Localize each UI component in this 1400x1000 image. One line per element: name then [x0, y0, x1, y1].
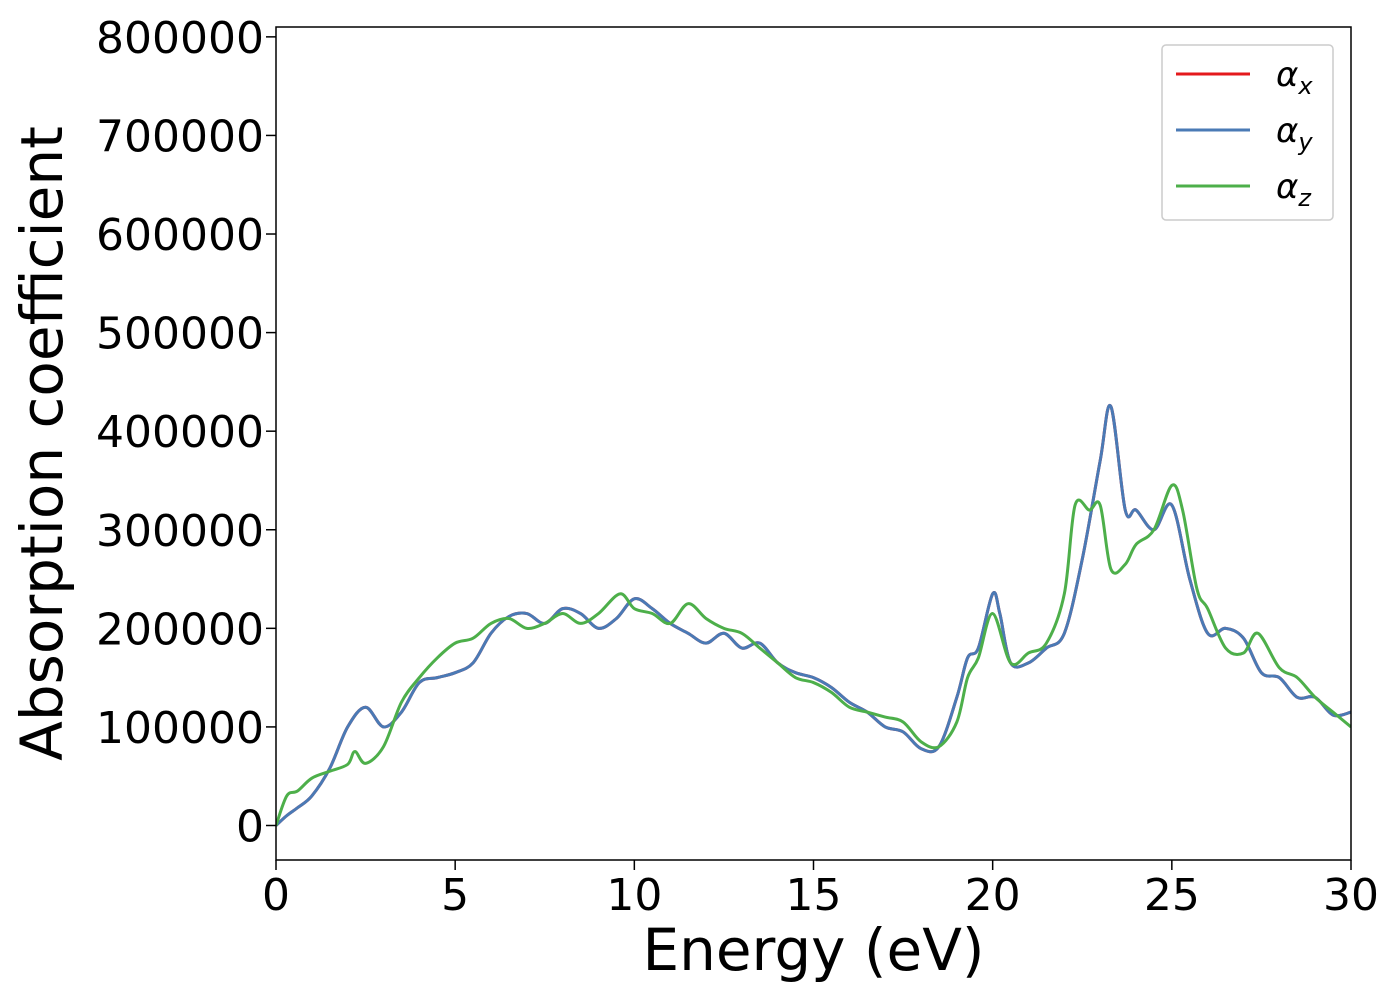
y-tick-label: 0	[236, 801, 264, 852]
series-layer	[276, 403, 1351, 827]
series-line-z	[276, 483, 1351, 827]
series-line-x	[276, 403, 1351, 827]
series-line-y	[276, 403, 1351, 827]
y-tick-label: 400000	[96, 407, 264, 458]
y-axis-ticks: 0 100000 200000 300000 400000 500000 600000 700…	[96, 13, 276, 852]
y-tick-label: 200000	[96, 604, 264, 655]
x-tick-label: 0	[262, 870, 290, 921]
x-axis-title: Energy (eV)	[642, 916, 984, 984]
legend-label-y: αy	[1276, 111, 1313, 156]
y-tick-label: 800000	[96, 13, 264, 64]
x-tick-label: 30	[1323, 870, 1379, 921]
legend-label-z: αz	[1276, 167, 1312, 212]
y-tick-label: 100000	[96, 703, 264, 754]
y-tick-label: 300000	[96, 506, 264, 557]
x-tick-label: 15	[786, 870, 842, 921]
y-axis-title: Absorption coefficient	[8, 126, 76, 761]
legend: αx αy αz	[1161, 44, 1334, 221]
x-axis-ticks: 0 5 10 15 20 25 30	[262, 860, 1379, 921]
legend-box	[1161, 44, 1334, 221]
y-tick-label: 700000	[96, 111, 264, 162]
x-tick-label: 5	[441, 870, 469, 921]
x-tick-label: 25	[1144, 870, 1200, 921]
y-tick-label: 600000	[96, 210, 264, 261]
legend-label-x: αx	[1276, 55, 1313, 100]
x-tick-label: 10	[606, 870, 662, 921]
y-tick-label: 500000	[96, 309, 264, 360]
x-tick-label: 20	[965, 870, 1021, 921]
